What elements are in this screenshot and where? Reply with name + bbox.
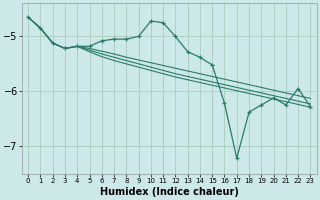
X-axis label: Humidex (Indice chaleur): Humidex (Indice chaleur) [100,187,239,197]
